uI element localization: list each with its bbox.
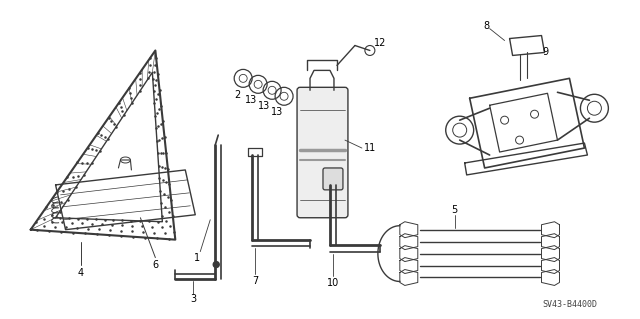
Text: 3: 3 [190, 294, 196, 304]
Text: 12: 12 [374, 38, 386, 48]
Text: 1: 1 [194, 253, 200, 263]
Text: 9: 9 [543, 48, 548, 57]
Text: 13: 13 [245, 95, 257, 105]
Text: 5: 5 [452, 205, 458, 215]
Circle shape [213, 262, 220, 268]
FancyBboxPatch shape [297, 87, 348, 218]
Text: 7: 7 [252, 277, 259, 286]
Text: 4: 4 [77, 268, 84, 278]
Text: 8: 8 [484, 21, 490, 31]
Text: 10: 10 [327, 278, 339, 288]
Text: 2: 2 [234, 90, 240, 100]
Text: 11: 11 [364, 143, 376, 153]
Text: 13: 13 [258, 101, 270, 111]
FancyBboxPatch shape [323, 168, 343, 190]
Text: 13: 13 [271, 107, 284, 117]
Text: SV43-B4400D: SV43-B4400D [542, 300, 597, 309]
Text: 6: 6 [152, 260, 159, 270]
